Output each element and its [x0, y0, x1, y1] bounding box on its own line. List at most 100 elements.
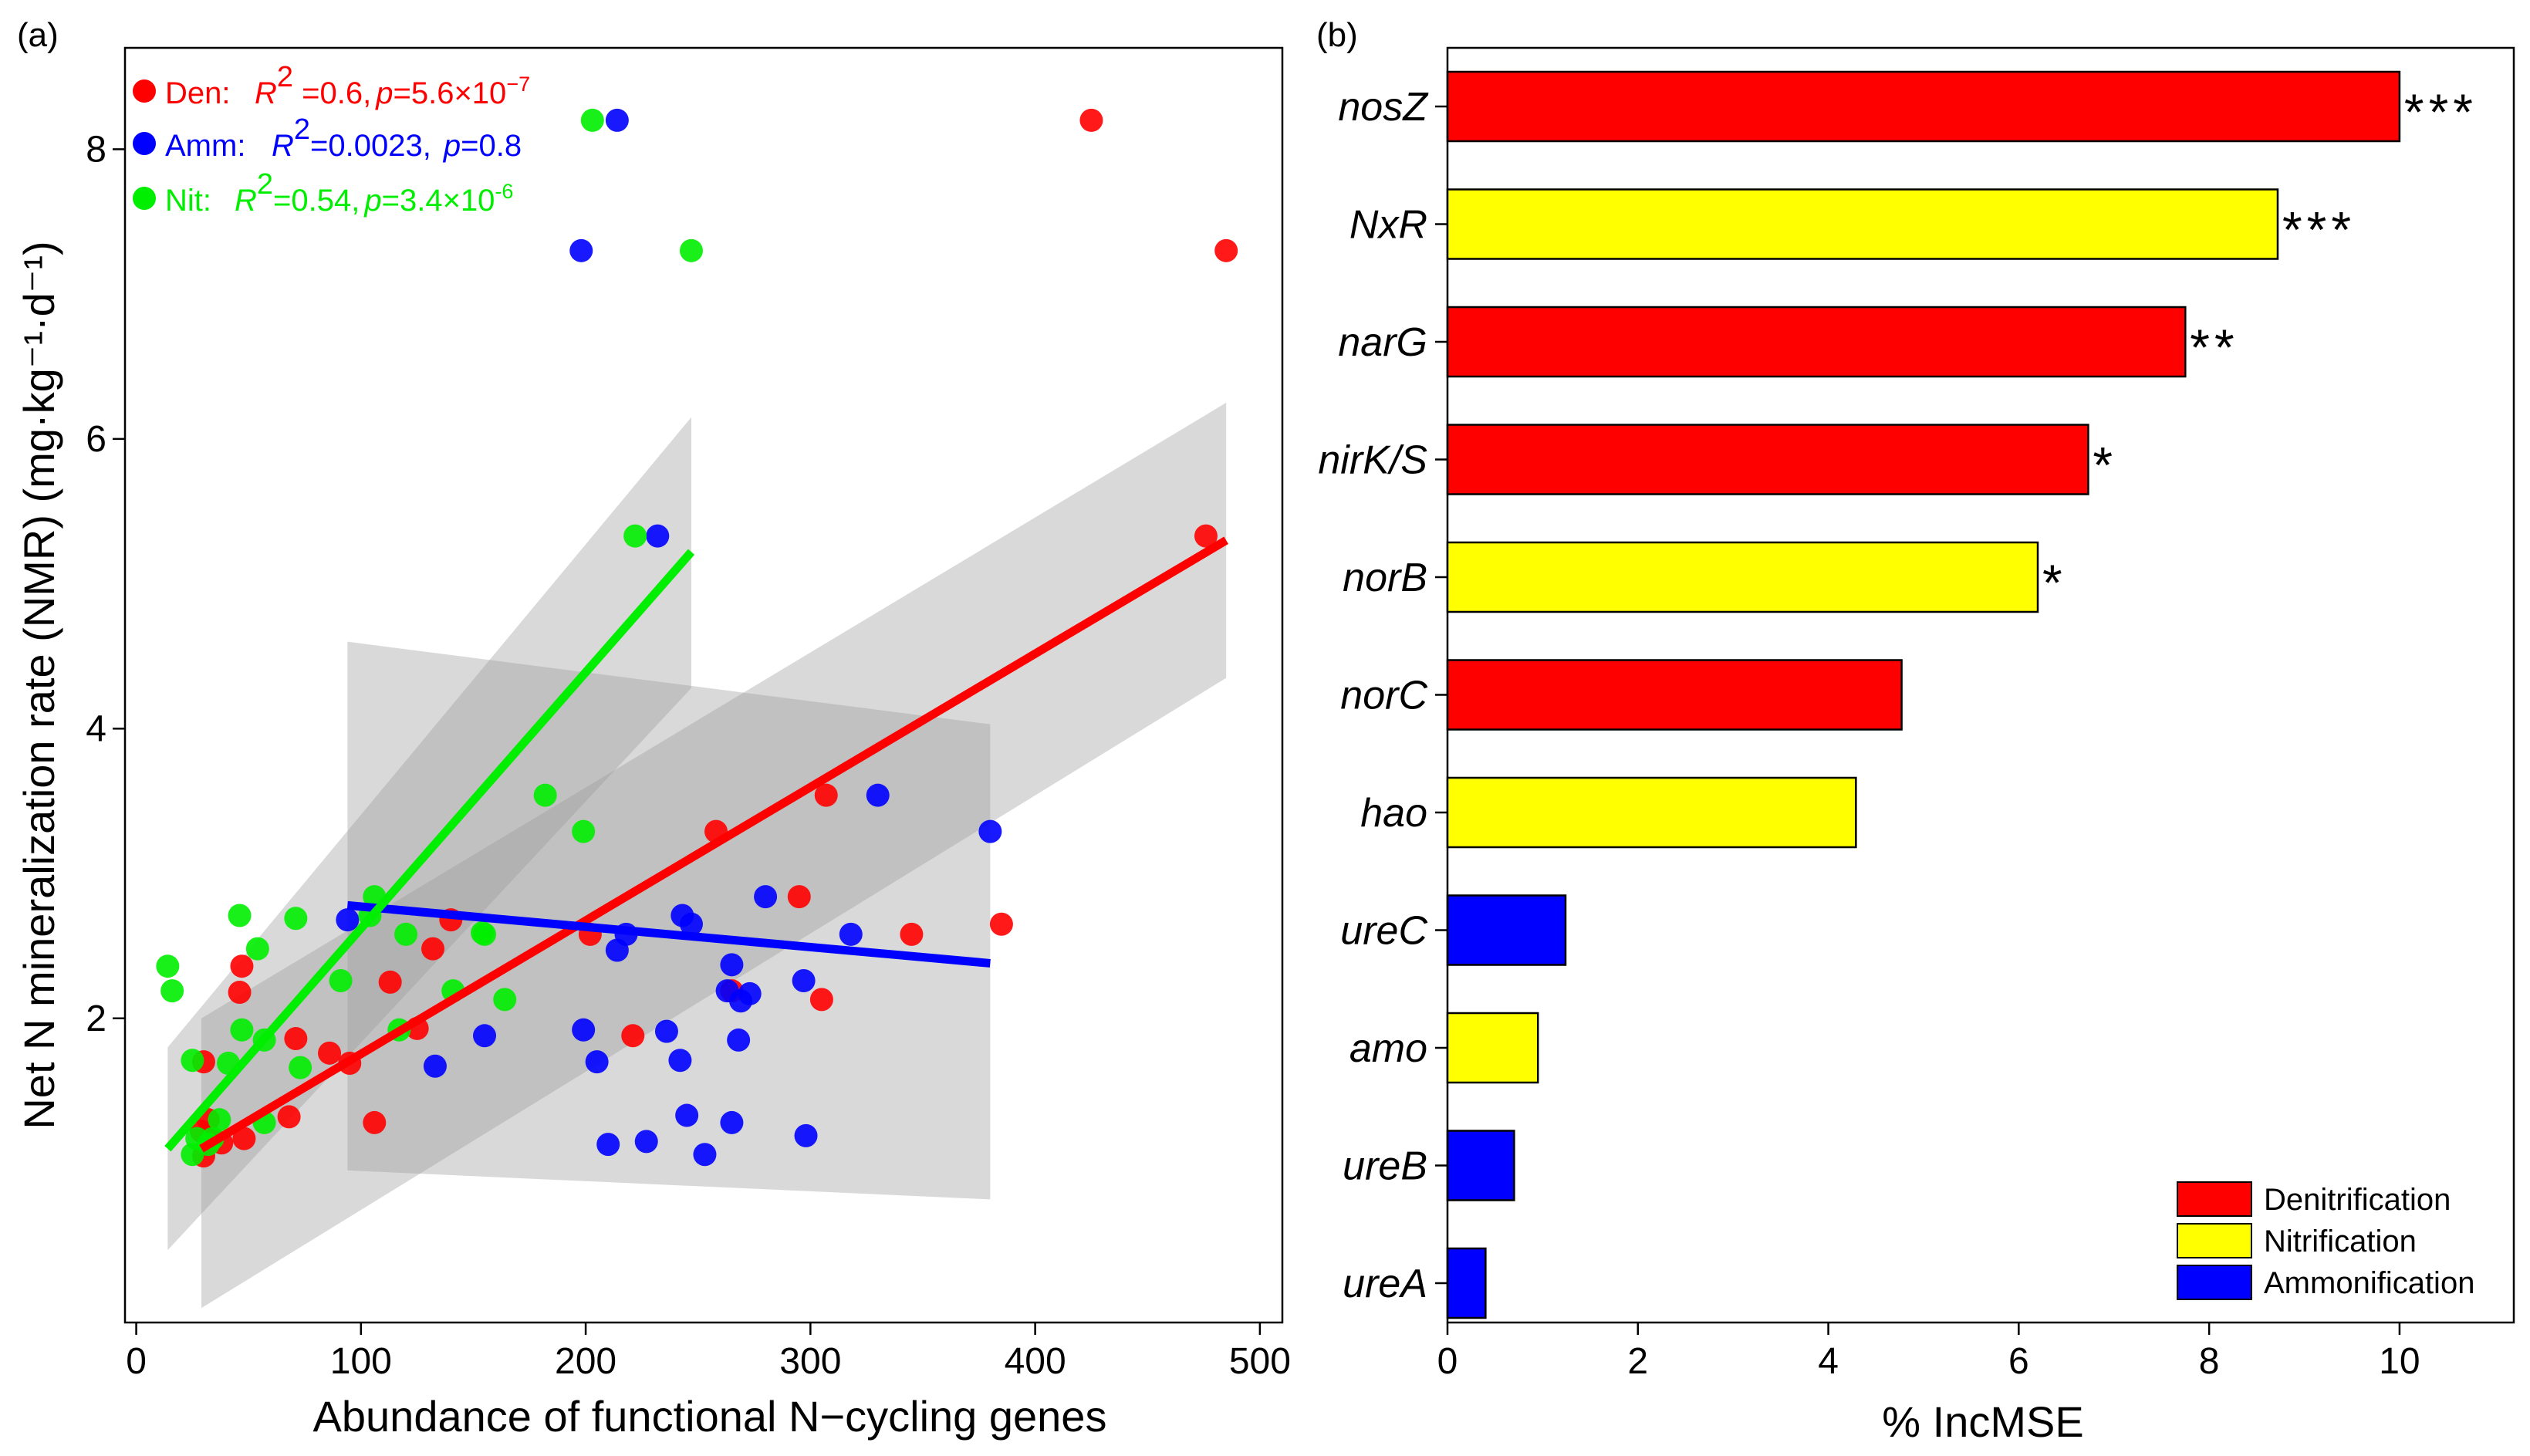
point-den-20 [277, 1105, 301, 1129]
point-den-23 [228, 980, 252, 1004]
point-amm-5 [839, 922, 863, 946]
x-tick-label-200: 200 [555, 1341, 616, 1382]
point-amm-26 [572, 1018, 596, 1042]
point-amm-27 [473, 1024, 497, 1048]
legend-b-entry-nitrification: Nitrification [2177, 1223, 2417, 1258]
y-tick-label-6: 6 [86, 419, 106, 460]
x-axis-label-b: % IncMSE [1882, 1397, 2083, 1446]
legend-b-entry-denitrification: Denitrification [2177, 1181, 2451, 1217]
bar-hao [1446, 776, 1857, 849]
point-den-22 [230, 954, 254, 978]
y-axis-ticks-b: nosZ NxR narG nirK/S norB norC hao ureC amo ureB u… [1318, 85, 1447, 1306]
point-nit-4 [572, 819, 596, 843]
bar-ureb [1446, 1130, 1515, 1201]
point-amm-6 [792, 968, 816, 992]
legend-entry-amm: Amm: R2=0.0023, p=0.8 [133, 113, 522, 163]
legend-text-den: Den: R2 =0.6, p=5.6×10−7 [165, 61, 530, 110]
y-axis-label: Net N mineralization rate (NMR) (mg·kg⁻¹… [15, 241, 63, 1129]
legend-b-label-denitrification: Denitrification [2264, 1183, 2451, 1217]
significance-nirk-s: * [2093, 437, 2117, 494]
point-amm-23 [605, 938, 629, 962]
legend-r2-label-nit: R [235, 184, 257, 218]
point-nit-27 [181, 1049, 204, 1073]
legend-p-label-den: p [375, 76, 393, 110]
legend-b-swatch-denitrification [2177, 1181, 2252, 1217]
legend-p-sup-nit: -6 [495, 180, 513, 203]
x-tick-label-b-10: 10 [2379, 1341, 2420, 1382]
panel-a-label: (a) [17, 16, 59, 54]
x-tick-label-0: 0 [126, 1341, 147, 1382]
y-tick-label-2: 2 [86, 998, 106, 1039]
legend-r2-sup-den: 2 [277, 61, 293, 93]
point-den-19 [284, 1027, 308, 1051]
category-label-narg: narG [1338, 320, 1427, 365]
bar-norb [1446, 541, 2039, 613]
category-label-hao: hao [1360, 791, 1427, 836]
legend-b: Denitrification Nitrification Ammonificati… [2177, 1181, 2474, 1300]
legend-marker-nit [133, 187, 156, 210]
point-amm-8 [754, 885, 778, 909]
point-amm-12 [720, 953, 744, 977]
bar-narg [1446, 306, 2187, 378]
legend-entry-den: Den: R2 =0.6, p=5.6×10−7 [133, 61, 530, 110]
significance-narg: ** [2190, 319, 2238, 376]
point-amm-1 [569, 238, 593, 262]
legend-r2-value-amm: =0.0023, [310, 129, 431, 163]
y-tick-label-8: 8 [86, 129, 106, 170]
point-amm-17 [675, 1103, 699, 1127]
x-tick-label-300: 300 [779, 1341, 841, 1382]
fit-line-nit [164, 549, 695, 1152]
fit-line-amm [346, 900, 991, 968]
panel-a-scatter: (a) 0 100 200 300 400 500 2 4 6 8 Abundance of f… [15, 16, 1291, 1441]
legend-r2-label-amm: R [272, 129, 294, 163]
x-tick-label-b-2: 2 [1627, 1341, 1648, 1382]
point-den-6 [809, 988, 833, 1012]
point-amm-29 [336, 908, 360, 932]
point-nit-2 [623, 524, 647, 548]
significance-nxr: *** [2282, 201, 2356, 258]
x-axis-label: Abundance of functional N−cycling genes [313, 1392, 1107, 1441]
legend-marker-den [133, 79, 156, 103]
bar-amo [1446, 1012, 1539, 1084]
bar-urec [1446, 894, 1567, 966]
ci-band-den [201, 402, 1227, 1309]
point-amm-7 [794, 1123, 818, 1147]
legend-name-den: Den: [165, 76, 231, 110]
legend-p-sup-den: −7 [506, 73, 530, 96]
point-den-0 [1079, 108, 1103, 132]
legend-p-value-amm: =0.8 [461, 129, 522, 163]
point-nit-15 [284, 907, 308, 931]
y-tick-label-4: 4 [86, 708, 106, 749]
point-den-3 [989, 912, 1013, 936]
point-nit-3 [533, 783, 557, 807]
legend-p-value-den: =5.6×10 [393, 76, 506, 110]
point-den-7 [787, 885, 811, 909]
legend-text-amm: Amm: R2=0.0023, p=0.8 [165, 113, 522, 163]
point-den-18 [318, 1041, 342, 1065]
x-tick-label-b-4: 4 [1818, 1341, 1839, 1382]
point-nit-5 [493, 988, 517, 1012]
bar-nirk-s [1446, 424, 2089, 495]
point-nit-19 [230, 1018, 254, 1042]
point-amm-13 [715, 979, 739, 1003]
point-den-5 [814, 783, 838, 807]
legend-r2-label-den: R [255, 76, 277, 110]
fit-line-den [199, 536, 1228, 1153]
legend-p-label-nit: p [363, 184, 381, 218]
point-nit-18 [245, 937, 269, 961]
point-nit-1 [679, 238, 703, 262]
significance-norb: * [2042, 554, 2067, 611]
point-amm-0 [605, 108, 629, 132]
point-amm-14 [720, 1110, 744, 1134]
point-den-21 [232, 1127, 256, 1150]
legend-b-entry-ammonification: Ammonification [2177, 1265, 2474, 1300]
point-den-15 [378, 970, 402, 994]
y-axis-ticks: 2 4 6 8 [86, 129, 125, 1039]
legend-r2-value-den: =0.6, [293, 76, 371, 110]
legend-name-amm: Amm: [165, 129, 245, 163]
point-nit-26 [181, 1143, 204, 1167]
legend: Den: R2 =0.6, p=5.6×10−7 Amm: R2=0.0023, p=0… [133, 61, 530, 218]
bar-nosz [1446, 70, 2401, 143]
point-den-16 [363, 1110, 387, 1134]
